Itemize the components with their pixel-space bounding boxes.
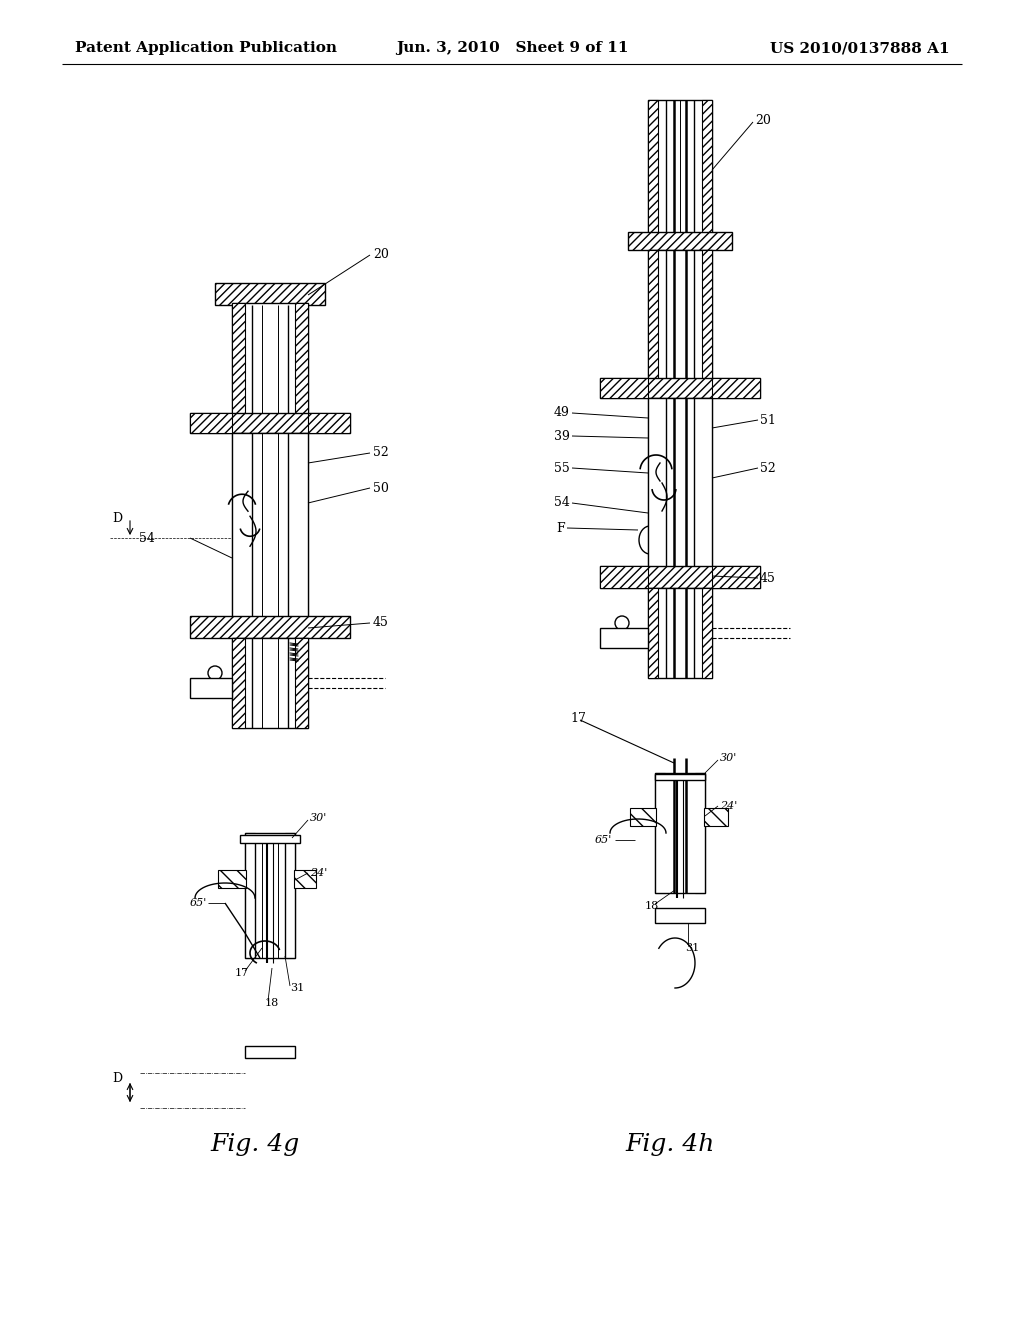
Text: 50: 50 bbox=[373, 482, 389, 495]
Text: 45: 45 bbox=[760, 572, 776, 585]
Text: 17: 17 bbox=[570, 711, 586, 725]
Bar bbox=[648, 399, 712, 568]
Bar bbox=[600, 566, 760, 587]
Bar bbox=[600, 378, 760, 399]
Bar bbox=[655, 774, 705, 894]
Bar bbox=[308, 413, 350, 433]
Bar bbox=[648, 100, 658, 249]
Text: 65': 65' bbox=[190, 898, 207, 908]
Text: 20: 20 bbox=[373, 248, 389, 261]
Bar bbox=[232, 304, 308, 414]
Bar bbox=[712, 378, 760, 399]
Bar bbox=[695, 774, 705, 894]
Text: 39: 39 bbox=[554, 429, 570, 442]
Bar bbox=[240, 836, 300, 843]
Bar bbox=[245, 833, 295, 958]
Text: 49: 49 bbox=[554, 407, 570, 420]
Bar bbox=[245, 833, 255, 958]
Text: 45: 45 bbox=[373, 616, 389, 630]
Bar bbox=[295, 304, 308, 414]
Bar bbox=[295, 638, 308, 729]
Bar bbox=[648, 399, 658, 568]
Text: 18: 18 bbox=[645, 902, 659, 911]
Text: 17: 17 bbox=[234, 968, 249, 978]
Text: 52: 52 bbox=[760, 462, 776, 474]
Text: Patent Application Publication: Patent Application Publication bbox=[75, 41, 337, 55]
Text: 51: 51 bbox=[760, 413, 776, 426]
Bar bbox=[648, 249, 712, 380]
Bar bbox=[600, 628, 648, 648]
Text: Fig. 4g: Fig. 4g bbox=[210, 1134, 299, 1156]
Text: Jun. 3, 2010   Sheet 9 of 11: Jun. 3, 2010 Sheet 9 of 11 bbox=[395, 41, 629, 55]
Bar bbox=[702, 249, 712, 380]
Text: 52: 52 bbox=[373, 446, 389, 459]
Text: Fig. 4h: Fig. 4h bbox=[625, 1134, 715, 1156]
Bar bbox=[628, 232, 732, 249]
Bar bbox=[655, 774, 705, 780]
Bar bbox=[648, 587, 658, 678]
Text: 24': 24' bbox=[720, 801, 737, 810]
Bar bbox=[232, 433, 245, 618]
Text: D: D bbox=[112, 1072, 122, 1085]
Bar bbox=[232, 433, 308, 618]
Text: 54: 54 bbox=[554, 496, 570, 510]
Text: F: F bbox=[556, 521, 565, 535]
Bar bbox=[712, 566, 760, 587]
Bar bbox=[295, 433, 308, 618]
Bar bbox=[245, 1045, 295, 1059]
Bar bbox=[600, 566, 648, 587]
Bar bbox=[294, 870, 316, 888]
Bar bbox=[190, 413, 232, 433]
Text: 31: 31 bbox=[685, 942, 699, 953]
Bar bbox=[705, 808, 728, 826]
Text: 65': 65' bbox=[595, 836, 612, 845]
Text: 20: 20 bbox=[755, 114, 771, 127]
Text: 30': 30' bbox=[310, 813, 328, 822]
Text: 31: 31 bbox=[290, 983, 304, 993]
Bar bbox=[630, 808, 656, 826]
Bar bbox=[232, 638, 245, 729]
Text: US 2010/0137888 A1: US 2010/0137888 A1 bbox=[770, 41, 950, 55]
Bar bbox=[190, 616, 350, 638]
Bar bbox=[190, 413, 350, 433]
Text: 54: 54 bbox=[139, 532, 155, 544]
Bar bbox=[702, 100, 712, 249]
Bar bbox=[232, 638, 308, 729]
Text: 24': 24' bbox=[310, 869, 328, 878]
Bar bbox=[655, 908, 705, 923]
Bar bbox=[648, 100, 712, 249]
Bar bbox=[655, 774, 665, 894]
Bar bbox=[702, 399, 712, 568]
Bar bbox=[702, 587, 712, 678]
Bar bbox=[190, 678, 232, 698]
Bar bbox=[232, 304, 245, 414]
Text: 18: 18 bbox=[265, 998, 280, 1008]
Text: 55: 55 bbox=[554, 462, 570, 474]
Bar bbox=[648, 249, 658, 380]
Bar bbox=[218, 870, 246, 888]
Bar bbox=[285, 833, 295, 958]
Bar bbox=[648, 587, 712, 678]
Text: 30': 30' bbox=[720, 752, 737, 763]
Bar bbox=[215, 282, 325, 305]
Text: D: D bbox=[112, 511, 122, 524]
Bar bbox=[600, 378, 648, 399]
